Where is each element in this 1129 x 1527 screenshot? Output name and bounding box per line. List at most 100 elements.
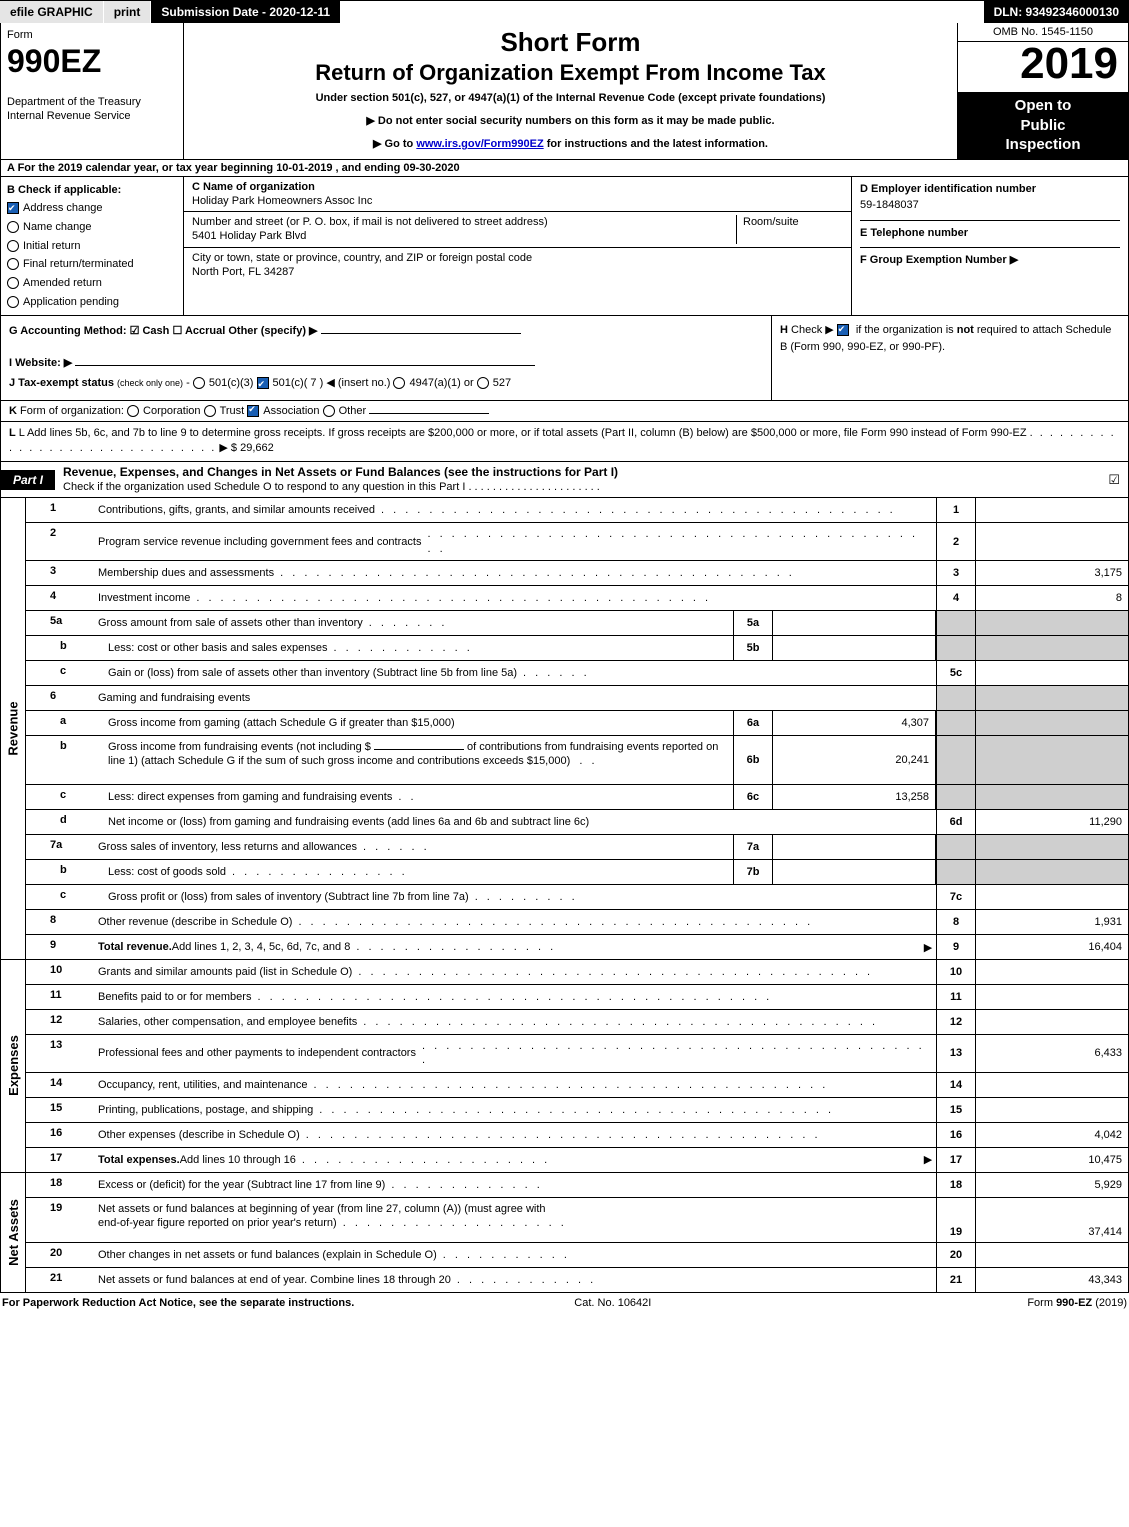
footer-left: For Paperwork Reduction Act Notice, see … — [2, 1297, 354, 1309]
line-i-text: I Website: ▶ — [9, 357, 72, 369]
ein-value: 59-1848037 — [860, 199, 919, 211]
result-num: 18 — [936, 1173, 975, 1197]
line-num: c — [26, 785, 108, 809]
line-num: 15 — [26, 1098, 98, 1122]
dln-label: DLN: 93492346000130 — [984, 1, 1129, 23]
line-desc: Other expenses (describe in Schedule O).… — [98, 1123, 936, 1147]
dots: . . . . . . . . . . . . . . . . . . . . … — [352, 965, 930, 979]
line-desc: Gross sales of inventory, less returns a… — [98, 835, 733, 859]
line-desc: Gross profit or (loss) from sales of inv… — [108, 885, 936, 909]
mid-val — [773, 835, 936, 859]
result-num: 19 — [936, 1198, 975, 1242]
dots: . . . . . . . . . — [469, 890, 930, 904]
b-item: Final return/terminated — [7, 255, 177, 274]
dots: . . . . . . . . . . . . . . . . . . . . … — [296, 1153, 914, 1167]
dots: . . . . . . . . . . . . . . . . . . . . … — [421, 527, 930, 556]
line-text: Net assets or fund balances at end of ye… — [98, 1273, 451, 1287]
dots: . . . . . . . . . . . . . . . . . . . — [337, 1217, 567, 1229]
revenue-lines: 1 Contributions, gifts, grants, and simi… — [26, 498, 1128, 959]
dots: . . . . . . . . . . . . . . . . . . . . … — [251, 990, 930, 1004]
mid-num: 7a — [733, 835, 773, 859]
result-num: 21 — [936, 1268, 975, 1292]
line-num: 21 — [26, 1268, 98, 1292]
line-19: 19 Net assets or fund balances at beginn… — [26, 1197, 1128, 1242]
checkbox-icon[interactable] — [837, 324, 849, 336]
dots: . . . . . . . . . . . . . . . . . . . . … — [190, 591, 930, 605]
line-num: 8 — [26, 910, 98, 934]
dots: . . . . . . . . . . . . . . . — [226, 865, 727, 879]
checkbox-icon[interactable] — [247, 405, 259, 417]
line-text: Contributions, gifts, grants, and simila… — [98, 503, 375, 517]
b-item-label: Name change — [23, 221, 92, 233]
org-city: North Port, FL 34287 — [192, 266, 294, 278]
line-text: Less: cost of goods sold — [108, 865, 226, 879]
c-name-label: C Name of organization — [192, 181, 315, 193]
b-item: Address change — [7, 199, 177, 218]
result-val: 8 — [975, 586, 1128, 610]
radio-icon[interactable] — [7, 240, 19, 252]
radio-icon[interactable] — [204, 405, 216, 417]
underline — [374, 749, 464, 750]
line-num: 16 — [26, 1123, 98, 1147]
result-num: 6d — [936, 810, 975, 834]
irs-link[interactable]: www.irs.gov/Form990EZ — [416, 138, 543, 150]
part1-title: Revenue, Expenses, and Changes in Net As… — [55, 462, 1108, 498]
radio-icon[interactable] — [7, 277, 19, 289]
result-val — [975, 661, 1128, 685]
line-14: 14 Occupancy, rent, utilities, and maint… — [26, 1072, 1128, 1097]
line-desc: Gross amount from sale of assets other t… — [98, 611, 733, 635]
col-c: C Name of organization Holiday Park Home… — [184, 177, 851, 316]
radio-icon[interactable] — [127, 405, 139, 417]
result-val: 5,929 — [975, 1173, 1128, 1197]
checkbox-icon[interactable] — [7, 202, 19, 214]
line-num: b — [26, 636, 108, 660]
footer-cat: Cat. No. 10642I — [574, 1297, 651, 1309]
c-city-label: City or town, state or province, country… — [192, 252, 532, 264]
submission-date: Submission Date - 2020-12-11 — [151, 1, 341, 23]
line-num: 13 — [26, 1035, 98, 1072]
line-desc: Program service revenue including govern… — [98, 523, 936, 560]
b-item-label: Final return/terminated — [23, 258, 134, 270]
form-header: Form 990EZ Department of the Treasury In… — [0, 23, 1129, 160]
radio-icon[interactable] — [7, 221, 19, 233]
result-num-grey — [936, 686, 975, 710]
dots: . . — [392, 790, 727, 804]
result-num: 4 — [936, 586, 975, 610]
f-group: F Group Exemption Number ▶ — [860, 247, 1120, 269]
line-4: 4 Investment income. . . . . . . . . . .… — [26, 585, 1128, 610]
part1-checkbox[interactable]: ☑ — [1108, 472, 1128, 488]
form-word: Form — [7, 29, 177, 41]
checkbox-icon[interactable] — [257, 377, 269, 389]
dots: . . . . . . . . . . . . — [328, 641, 727, 655]
line-1: 1 Contributions, gifts, grants, and simi… — [26, 498, 1128, 522]
efile-label: efile GRAPHIC — [0, 1, 104, 23]
result-num: 15 — [936, 1098, 975, 1122]
radio-icon[interactable] — [477, 377, 489, 389]
radio-icon[interactable] — [393, 377, 405, 389]
c-name-row: C Name of organization Holiday Park Home… — [184, 177, 851, 213]
line-text: Gross profit or (loss) from sales of inv… — [108, 890, 469, 904]
part1-sub-text: Check if the organization used Schedule … — [63, 481, 465, 493]
result-val-grey — [975, 611, 1128, 635]
radio-icon[interactable] — [7, 296, 19, 308]
radio-icon[interactable] — [7, 258, 19, 270]
line-15: 15 Printing, publications, postage, and … — [26, 1097, 1128, 1122]
line-num: 5a — [26, 611, 98, 635]
part1-title-text: Revenue, Expenses, and Changes in Net As… — [63, 465, 618, 479]
col-b: B Check if applicable: Address change Na… — [1, 177, 184, 316]
line-desc: Other changes in net assets or fund bala… — [98, 1243, 936, 1267]
line-5a: 5a Gross amount from sale of assets othe… — [26, 610, 1128, 635]
radio-icon[interactable] — [193, 377, 205, 389]
mid-val — [773, 611, 936, 635]
line-desc: Excess or (deficit) for the year (Subtra… — [98, 1173, 936, 1197]
line-desc: Gross income from gaming (attach Schedul… — [108, 711, 733, 735]
radio-icon[interactable] — [323, 405, 335, 417]
line-num: b — [26, 736, 108, 784]
room-suite: Room/suite — [736, 215, 843, 244]
line-num: 1 — [26, 498, 98, 522]
line-text: Net assets or fund balances at beginning… — [98, 1203, 546, 1215]
line-j: J Tax-exempt status (check only one) - 5… — [9, 374, 763, 394]
header-right: OMB No. 1545-1150 2019 Open to Public In… — [957, 23, 1128, 159]
col-d: D Employer identification number59-18480… — [851, 177, 1128, 316]
print-button[interactable]: print — [104, 1, 152, 23]
